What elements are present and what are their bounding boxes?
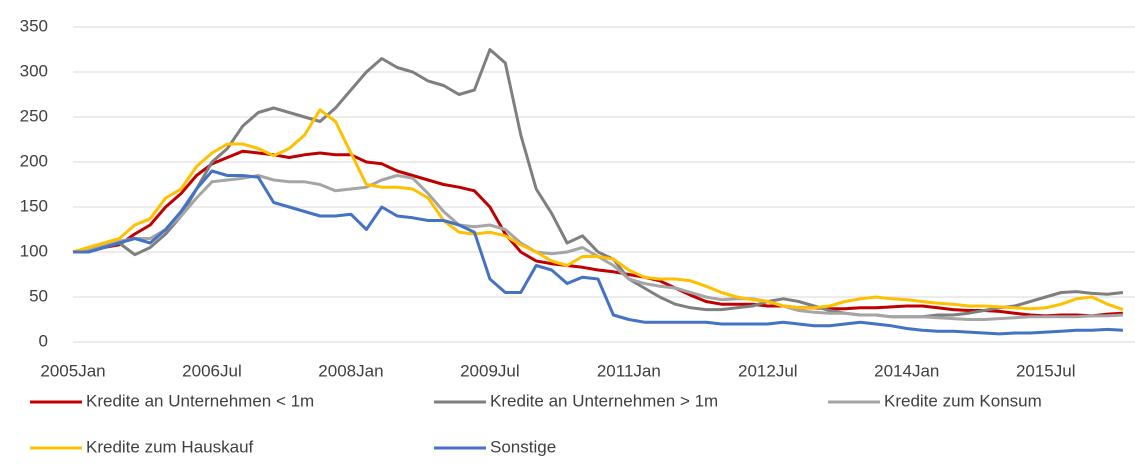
x-tick-label: 2012Jul (738, 361, 798, 380)
y-tick-label: 150 (20, 196, 48, 215)
legend-label: Kredite an Unternehmen < 1m (86, 391, 314, 410)
x-tick-label: 2015Jul (1016, 361, 1076, 380)
y-tick-label: 300 (20, 61, 48, 80)
legend-label: Kredite an Unternehmen > 1m (490, 391, 718, 410)
y-tick-label: 100 (20, 241, 48, 260)
series-line (72, 174, 1123, 321)
legend-label: Kredite zum Konsum (884, 391, 1042, 410)
x-tick-label: 2008Jan (318, 361, 383, 380)
x-tick-label: 2011Jan (597, 361, 661, 380)
y-tick-label: 250 (20, 106, 48, 125)
series-line (72, 149, 1123, 318)
y-tick-label: 200 (20, 151, 48, 170)
legend-label: Sonstige (490, 437, 556, 456)
x-tick-label: 2006Jul (182, 361, 242, 380)
series-line (73, 169, 1123, 336)
y-tick-label: 0 (39, 331, 48, 350)
x-tick-label: 2014Jan (874, 361, 939, 380)
x-tick-label: 2009Jul (460, 361, 520, 380)
x-tick-label: 2005Jan (40, 361, 105, 380)
series-line (73, 48, 1124, 319)
series-line (72, 108, 1124, 312)
y-tick-label: 350 (20, 16, 48, 35)
y-tick-label: 50 (29, 286, 48, 305)
legend-label: Kredite zum Hauskauf (86, 437, 254, 456)
